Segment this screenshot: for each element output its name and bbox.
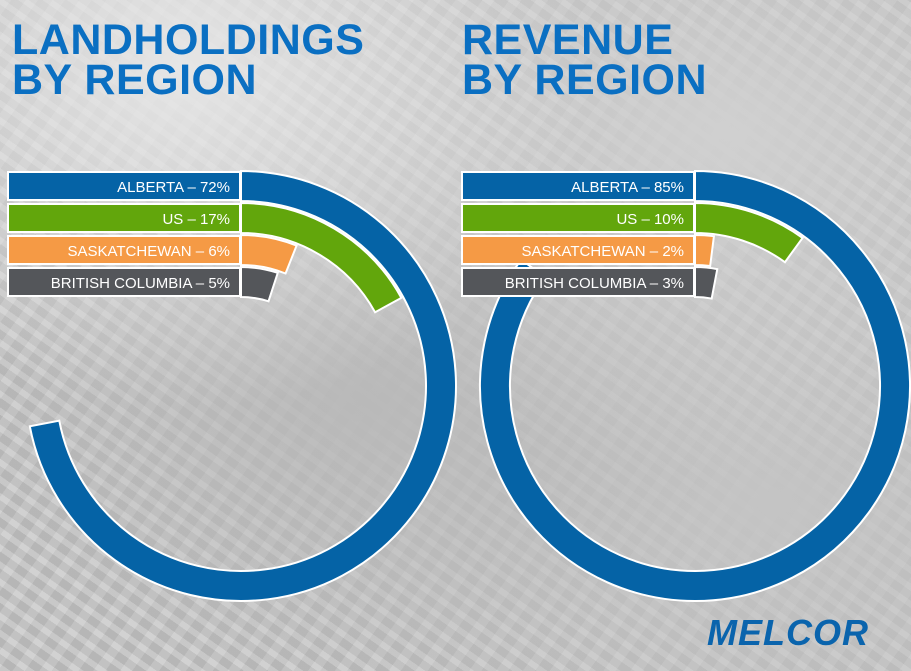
label-saskatchewan-revenue: SASKATCHEWAN – 2%: [461, 235, 695, 265]
label-alberta-revenue: ALBERTA – 85%: [461, 171, 695, 201]
label-bc-revenue: BRITISH COLUMBIA – 3%: [461, 267, 695, 297]
title-line-1: LANDHOLDINGS: [12, 16, 365, 64]
label-saskatchewan-landholdings: SASKATCHEWAN – 6%: [7, 235, 241, 265]
ring-segment-british-columbia: [694, 265, 719, 300]
ring-segment-saskatchewan: [694, 233, 716, 268]
title-line-2: BY REGION: [462, 56, 708, 104]
ring-segment-alberta: [28, 169, 457, 602]
ring-segment-british-columbia: [240, 265, 280, 303]
label-alberta-landholdings: ALBERTA – 72%: [7, 171, 241, 201]
title-line-1: REVENUE: [462, 16, 674, 64]
label-us-landholdings: US – 17%: [7, 203, 241, 233]
title-line-2: BY REGION: [12, 56, 258, 104]
ring-segment-saskatchewan: [240, 233, 298, 275]
melcor-logo: MELCOR: [707, 612, 869, 653]
ring-segment-us: [240, 201, 403, 314]
label-us-revenue: US – 10%: [461, 203, 695, 233]
label-bc-landholdings: BRITISH COLUMBIA – 5%: [7, 267, 241, 297]
ring-segment-us: [694, 201, 804, 264]
revenue-title: REVENUE BY REGION: [462, 16, 708, 104]
landholdings-title: LANDHOLDINGS BY REGION: [12, 16, 365, 104]
